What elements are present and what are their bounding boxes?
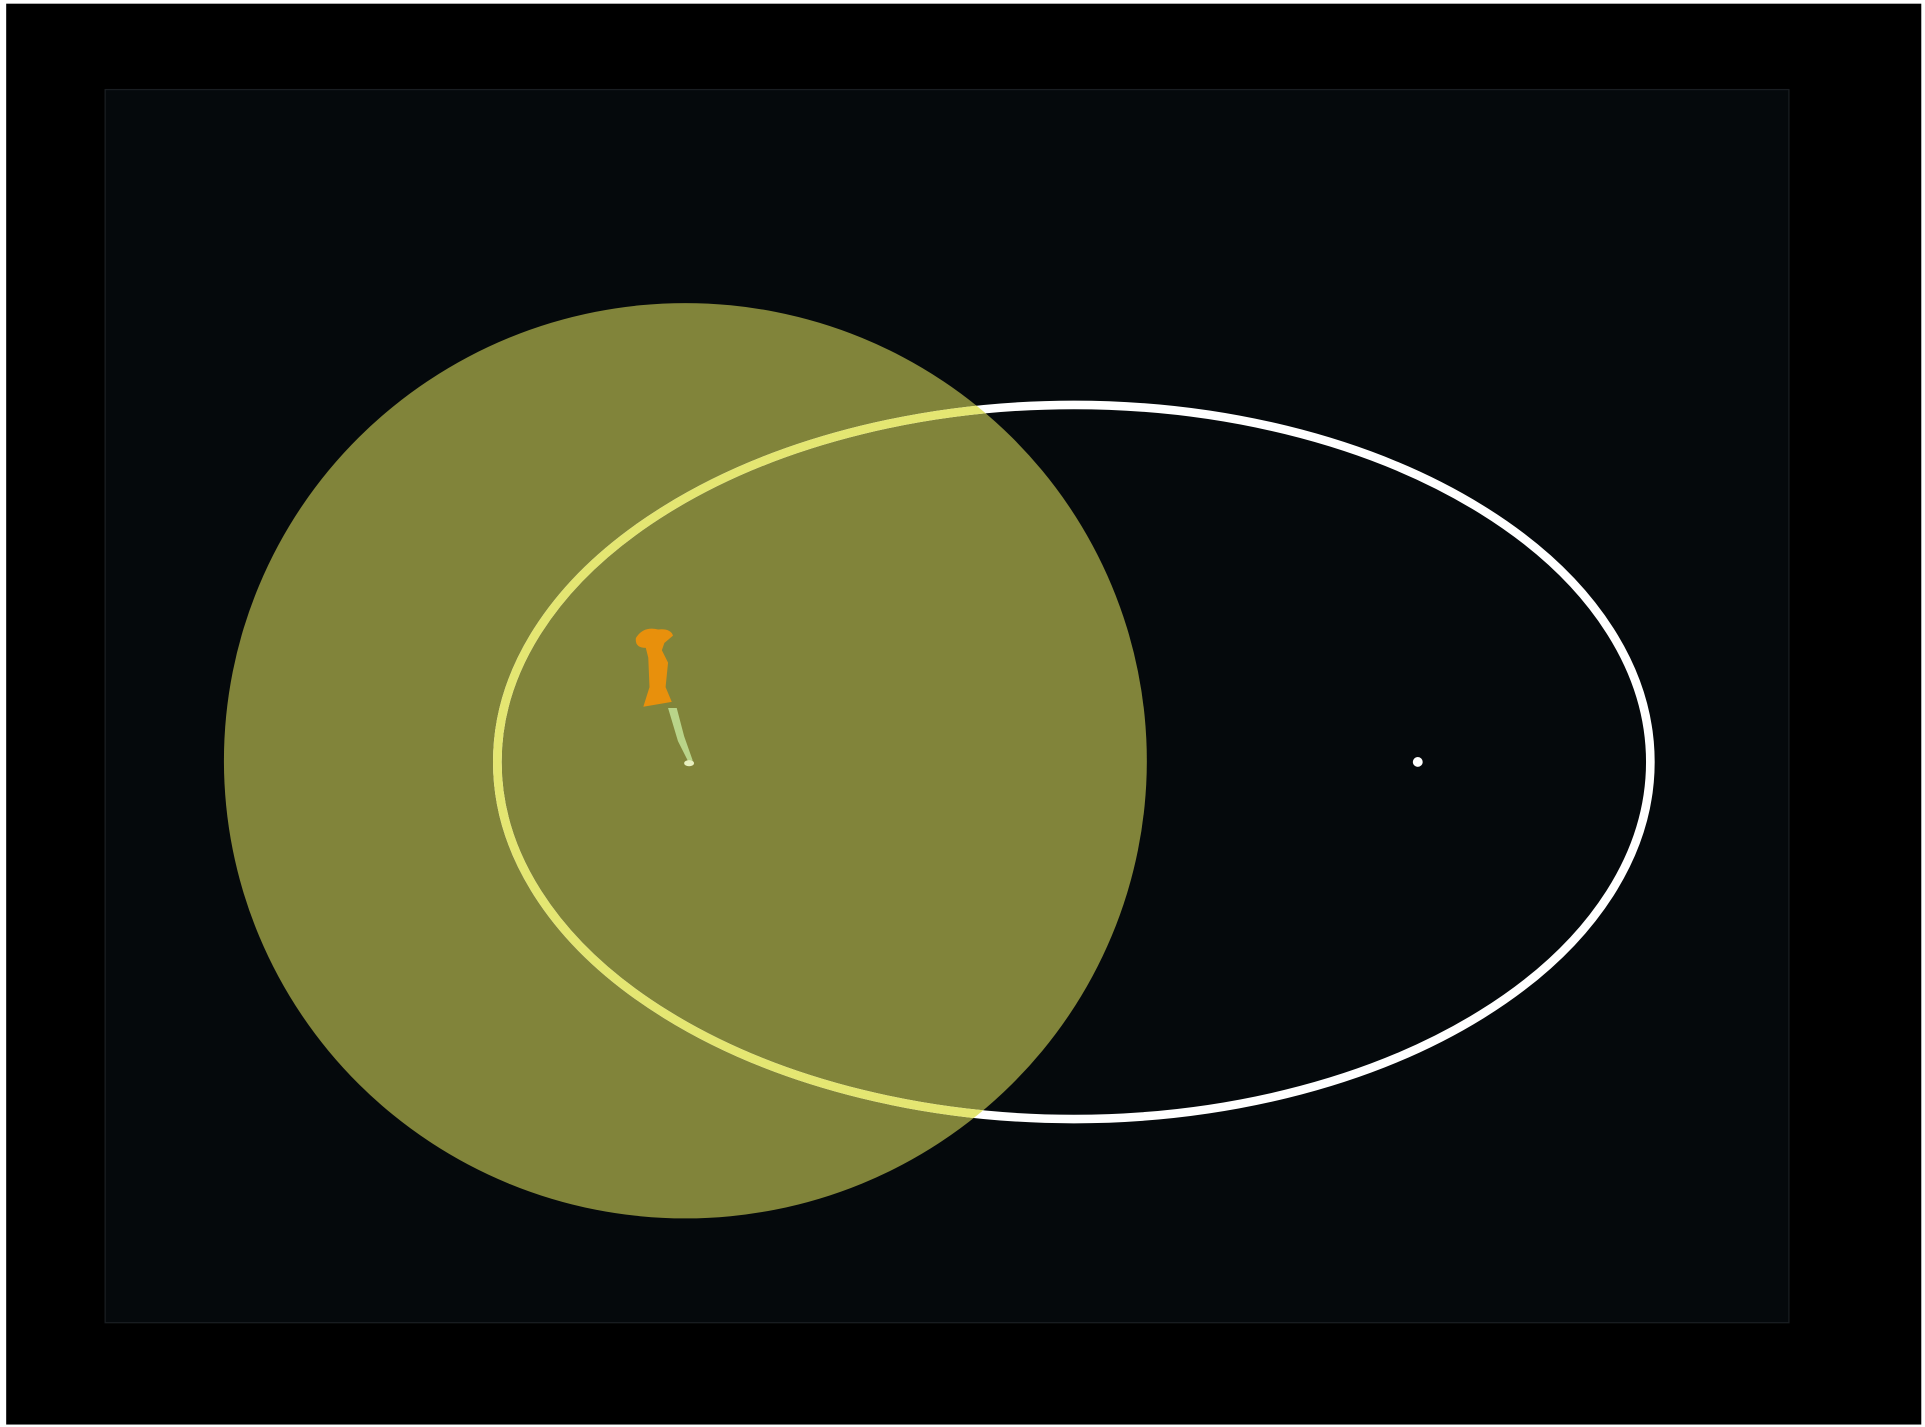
figure-beam	[668, 707, 693, 761]
figure-base	[684, 760, 695, 767]
figure	[635, 628, 695, 767]
figure-body	[635, 628, 674, 707]
focus-dot	[1412, 757, 1423, 767]
yellow-disc	[223, 303, 1147, 1219]
